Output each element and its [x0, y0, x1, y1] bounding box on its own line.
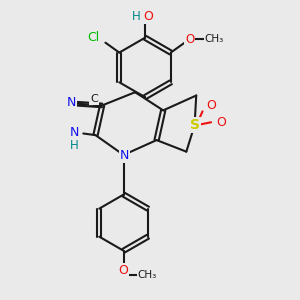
Text: Cl: Cl	[87, 31, 100, 44]
Text: S: S	[190, 118, 200, 132]
Text: N: N	[70, 126, 80, 139]
Text: H: H	[70, 139, 79, 152]
Text: C: C	[90, 94, 98, 104]
Text: N: N	[67, 96, 76, 109]
Text: O: O	[185, 33, 195, 46]
Text: CH₃: CH₃	[205, 34, 224, 44]
Text: O: O	[143, 10, 153, 23]
Text: H: H	[132, 10, 140, 23]
Text: O: O	[118, 264, 128, 277]
Text: O: O	[216, 116, 226, 129]
Text: O: O	[206, 99, 216, 112]
Text: CH₃: CH₃	[138, 270, 157, 280]
Text: N: N	[120, 149, 129, 162]
